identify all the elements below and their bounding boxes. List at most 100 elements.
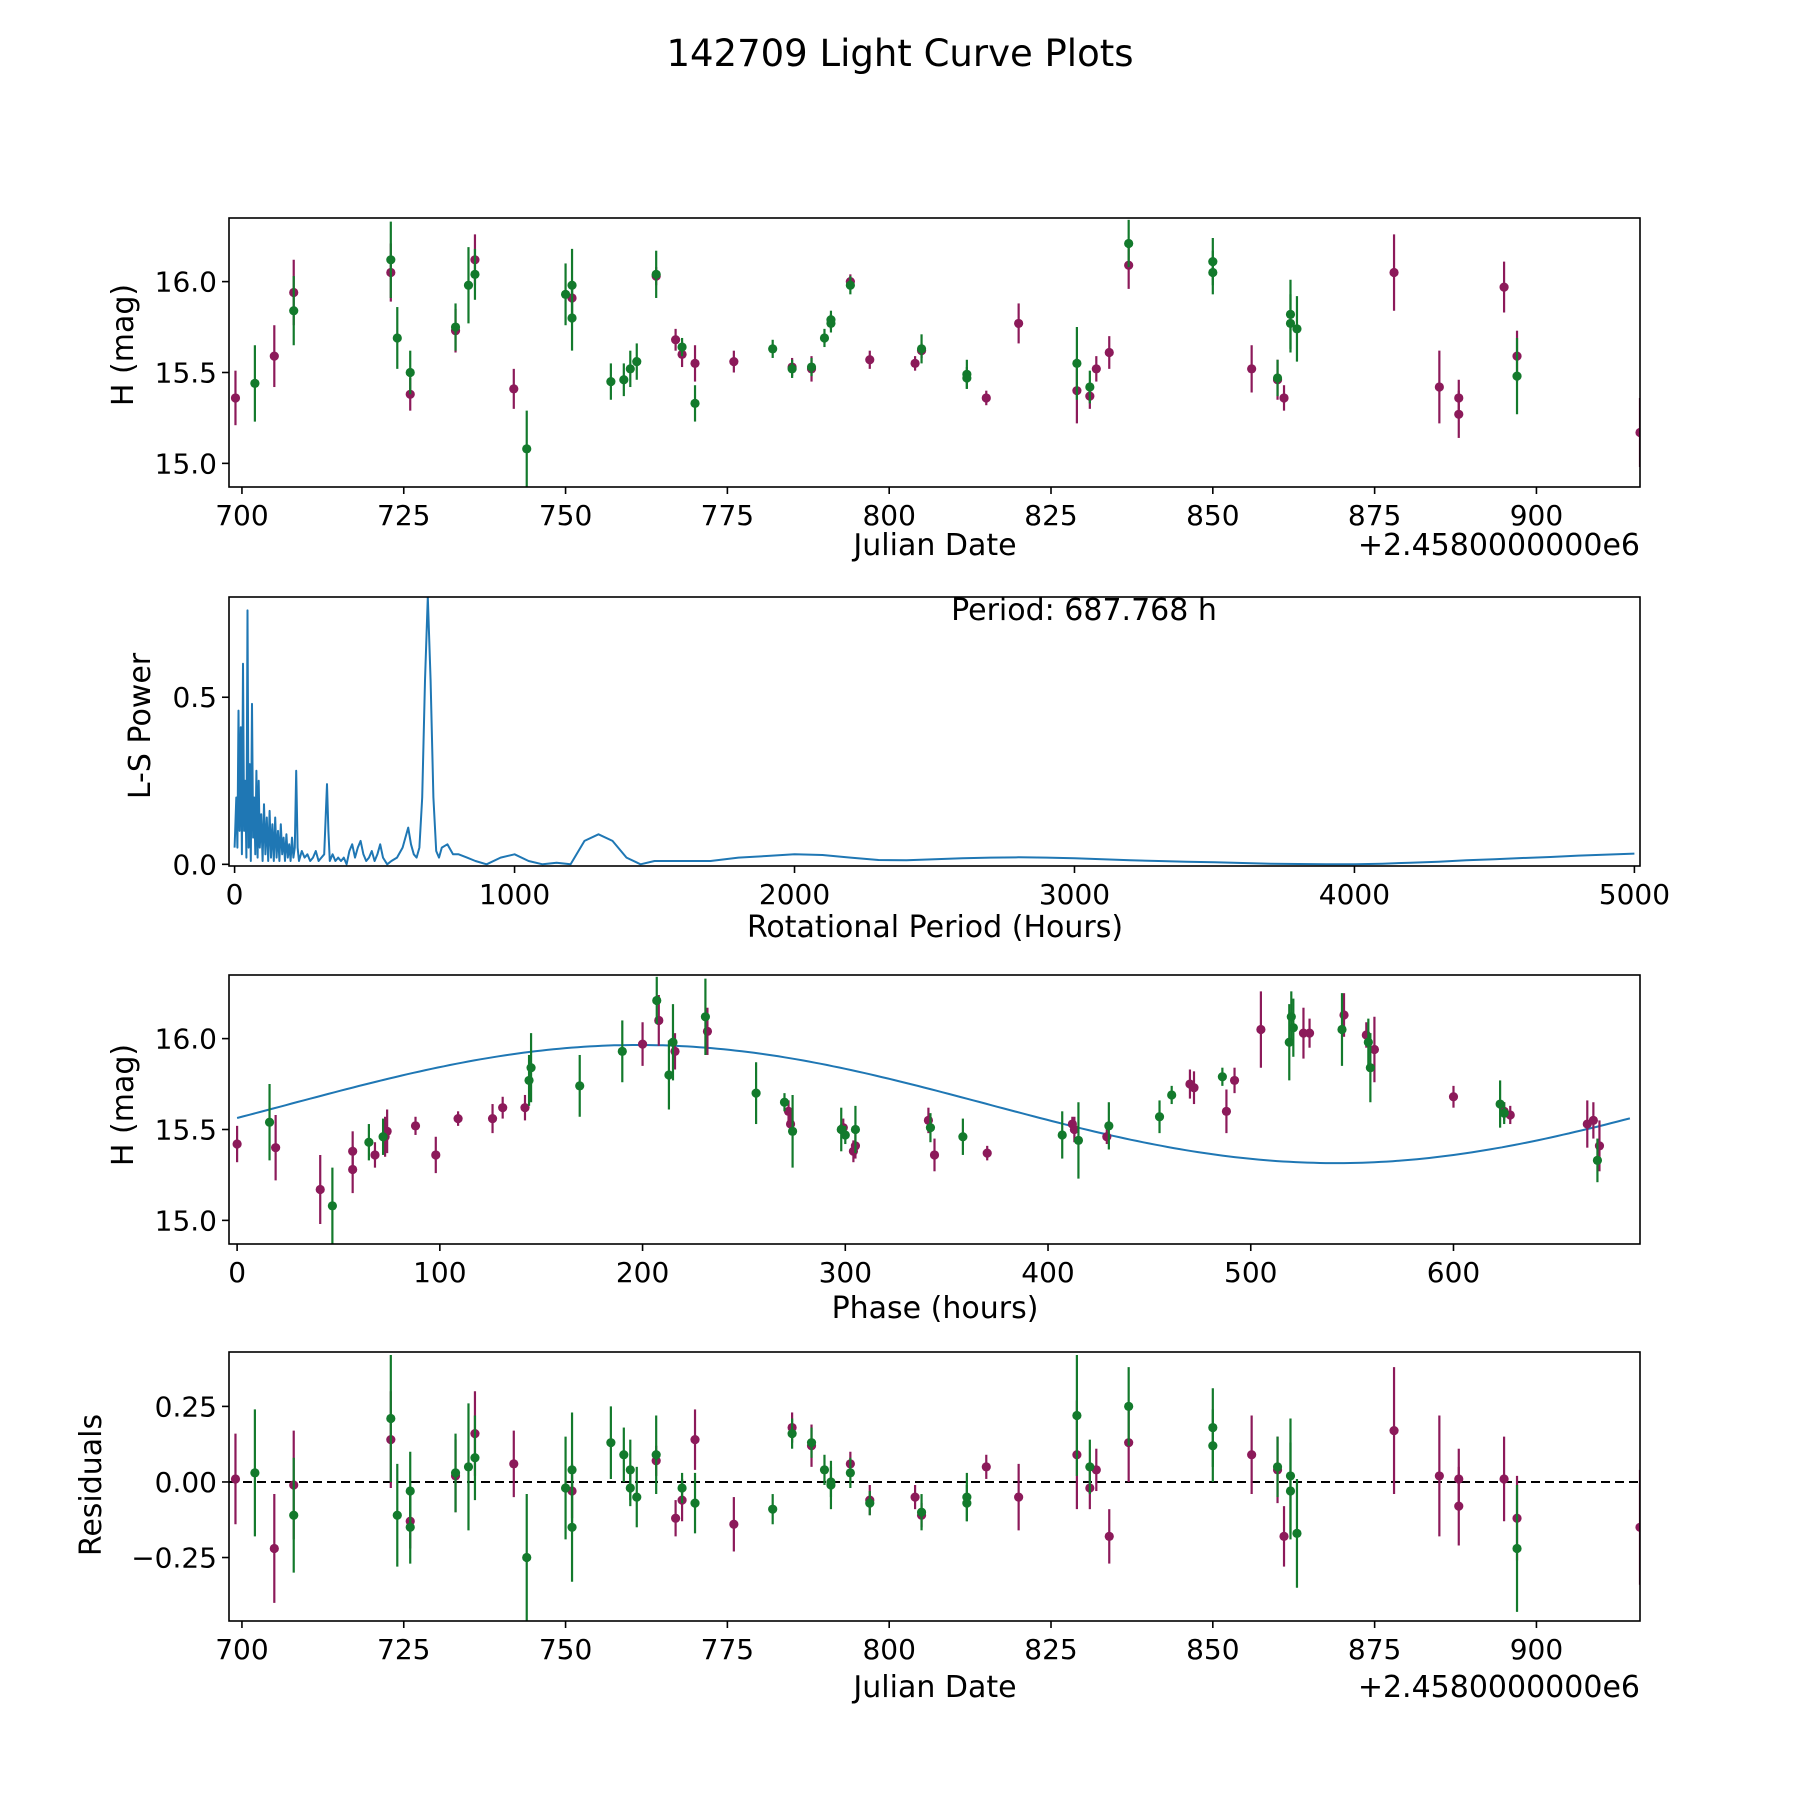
green-data-point [386, 1413, 396, 1424]
x-tick-label: 875 [1348, 499, 1401, 532]
magenta-data-point [729, 356, 739, 367]
magenta-data-point [498, 1103, 508, 1113]
magenta-data-point [690, 1435, 700, 1445]
lightcurve-plot-area [230, 219, 1640, 487]
x-tick-label: 900 [1510, 1633, 1563, 1666]
x-tick-label: 750 [539, 1633, 592, 1666]
green-data-point [845, 280, 855, 290]
green-data-point [392, 1510, 402, 1520]
green-data-point [606, 1438, 616, 1448]
green-data-point [327, 1201, 337, 1211]
residuals-ylabel: Residuals [74, 1414, 109, 1556]
x-tick-label: 5000 [1599, 878, 1670, 911]
green-data-point [1104, 1121, 1114, 1131]
magenta-data-point [729, 1519, 739, 1529]
green-data-point [1286, 1012, 1296, 1022]
x-tick-label: 875 [1348, 1633, 1401, 1666]
residuals-xlabel: Julian Date [851, 1670, 1016, 1705]
green-data-point [925, 1123, 936, 1133]
green-data-point [1073, 1135, 1084, 1145]
y-tick-label: 0.0 [172, 848, 217, 881]
phased-axes-frame [228, 974, 1641, 1245]
green-data-point [619, 1450, 629, 1460]
sinusoid-fit-line [236, 1044, 1631, 1165]
magenta-data-point [1339, 1010, 1349, 1020]
green-data-point [1085, 1462, 1095, 1472]
x-tick-label: 3000 [1039, 878, 1110, 911]
periodogram-line [233, 597, 1635, 866]
green-data-point [450, 1468, 461, 1478]
magenta-data-point [1389, 1425, 1399, 1436]
x-tick-label: 0 [228, 1256, 246, 1289]
green-data-point [962, 1498, 972, 1508]
magenta-data-point [654, 1015, 664, 1026]
residuals-panel: Julian Date Residuals +2.4580000000e6 70… [74, 1351, 1641, 1705]
periodogram-plot-area [233, 597, 1635, 866]
magenta-data-point [487, 1113, 498, 1124]
green-data-point [806, 362, 817, 372]
green-data-point [289, 306, 299, 316]
y-tick-label: 15.0 [155, 447, 217, 480]
green-data-point [463, 280, 474, 290]
green-data-point [826, 1480, 836, 1490]
periodogram-ylabel: L-S Power [123, 652, 158, 799]
green-data-point [787, 1126, 798, 1136]
x-tick-label: 0 [226, 878, 244, 911]
x-tick-label: 700 [215, 1633, 268, 1666]
x-tick-label: 725 [377, 1633, 430, 1666]
green-data-point [560, 1483, 571, 1493]
magenta-data-point [453, 1113, 463, 1124]
green-data-point [1288, 1023, 1298, 1033]
magenta-data-point [910, 358, 920, 369]
magenta-data-point [1454, 409, 1464, 419]
green-data-point [826, 315, 836, 325]
y-tick-label: 0.5 [172, 681, 217, 714]
figure-title: 142709 Light Curve Plots [666, 32, 1133, 75]
green-data-point [652, 995, 662, 1006]
magenta-data-point [431, 1150, 441, 1160]
x-tick-label: 100 [413, 1256, 466, 1289]
magenta-data-point [1189, 1083, 1199, 1093]
magenta-data-point [1247, 1450, 1257, 1460]
green-data-point [606, 376, 616, 387]
green-data-point [1154, 1112, 1165, 1122]
green-data-point [1292, 324, 1302, 334]
lightcurve-offset-label: +2.4580000000e6 [1358, 528, 1640, 563]
green-data-point [1512, 371, 1522, 381]
magenta-data-point [1635, 427, 1640, 438]
magenta-data-point [1434, 1471, 1444, 1481]
x-tick-label: 725 [377, 499, 430, 532]
magenta-data-point [370, 1150, 380, 1160]
magenta-data-point [690, 358, 700, 369]
x-tick-label: 775 [701, 499, 754, 532]
x-tick-label: 400 [1021, 1256, 1074, 1289]
green-data-point [651, 1450, 661, 1460]
green-data-point [677, 342, 687, 352]
magenta-data-point [1499, 1474, 1509, 1484]
magenta-data-point [1369, 1044, 1380, 1055]
x-tick-label: 800 [862, 1633, 915, 1666]
magenta-data-point [1014, 1492, 1024, 1502]
magenta-data-point [981, 393, 991, 403]
green-data-point [916, 1507, 927, 1517]
magenta-data-point [348, 1146, 358, 1156]
x-tick-label: 1000 [479, 878, 550, 911]
green-data-point [1057, 1130, 1067, 1140]
green-data-point [567, 313, 577, 323]
green-data-point [664, 1070, 674, 1080]
y-tick-label: 15.5 [155, 1113, 217, 1146]
green-data-point [1365, 1063, 1375, 1073]
residuals-axes-frame [228, 1351, 1641, 1622]
green-data-point [1167, 1090, 1177, 1100]
green-data-point [806, 1438, 817, 1448]
green-data-point [865, 1498, 875, 1508]
green-data-point [470, 269, 480, 279]
x-tick-label: 775 [701, 1633, 754, 1666]
residuals-offset-label: +2.4580000000e6 [1358, 1670, 1640, 1705]
magenta-data-point [865, 355, 875, 365]
y-tick-label: 0.25 [155, 1390, 217, 1423]
green-data-point [1285, 1486, 1296, 1496]
magenta-data-point [230, 393, 241, 403]
y-tick-label: 15.0 [155, 1204, 217, 1237]
green-data-point [1272, 1462, 1283, 1472]
